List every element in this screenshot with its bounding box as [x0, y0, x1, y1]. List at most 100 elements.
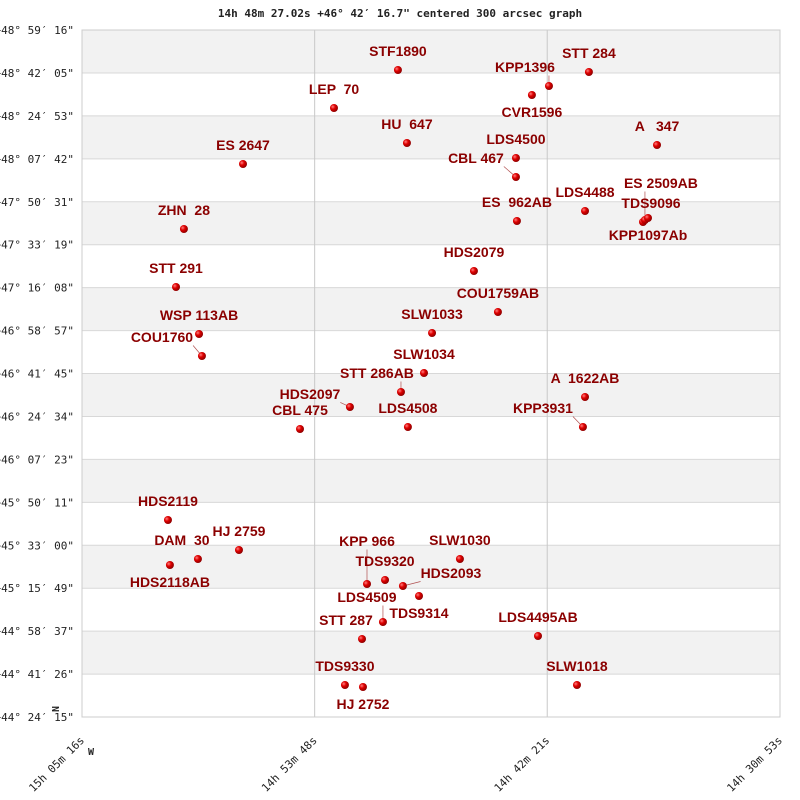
grid-band [82, 631, 780, 675]
grid-band [82, 201, 780, 245]
grid [81, 29, 781, 718]
star-marker [234, 545, 243, 554]
star-marker [572, 681, 581, 690]
star-label: ZHN 28 [158, 202, 210, 218]
star-label: A 347 [635, 118, 680, 134]
star-label: ES 2509AB [624, 175, 698, 191]
star-point: CBL 467 [448, 150, 520, 182]
star-marker [378, 618, 387, 627]
star-marker [578, 423, 587, 432]
y-axis-ticks: +48° 59′ 16" +48° 42′ 05" +48° 24′ 53" +48°… [0, 24, 74, 724]
star-marker [398, 581, 407, 590]
star-point: TDS9314 [389, 592, 449, 621]
star-label: CBL 467 [448, 150, 504, 166]
star-point: STF1890 [369, 43, 427, 75]
star-marker [329, 103, 338, 112]
star-point: SLW1033 [401, 306, 463, 337]
star-marker [512, 217, 521, 226]
star-marker [419, 369, 428, 378]
star-point: SLW1018 [546, 658, 608, 690]
y-tick-label: +45° 33′ 00" [0, 539, 74, 552]
star-label: HU 647 [381, 116, 433, 132]
y-tick-label: +47° 50′ 31" [0, 196, 74, 209]
star-marker [511, 173, 520, 182]
y-tick-label: +44° 58′ 37" [0, 625, 74, 638]
x-tick-label: 14h 30m 53s [724, 734, 785, 795]
y-tick-label: +47° 33′ 19" [0, 239, 74, 252]
star-point: ES 2647 [216, 137, 270, 168]
star-label: SLW1030 [429, 532, 491, 548]
star-marker [358, 683, 367, 692]
star-marker [415, 592, 424, 601]
star-point: KPP1396 [495, 59, 555, 90]
star-label: ES 962AB [482, 194, 552, 210]
y-tick-label: +47° 16′ 08" [0, 282, 74, 295]
star-point: KPP 966 [339, 533, 395, 589]
star-point: STT 287 [319, 612, 373, 643]
star-label: WSP 113AB [160, 307, 238, 323]
star-label: HDS2118AB [130, 574, 210, 590]
star-marker [469, 267, 478, 276]
star-marker [581, 392, 590, 401]
star-label: KPP 966 [339, 533, 395, 549]
star-label: ES 2647 [216, 137, 270, 153]
star-marker [179, 224, 188, 233]
star-marker [165, 561, 174, 570]
grid-band [82, 416, 780, 460]
star-marker [455, 555, 464, 564]
star-point: ES 962AB [482, 194, 552, 226]
star-label: LDS4488 [555, 184, 614, 200]
x-tick-label: 15h 05m 16s [26, 734, 87, 795]
star-point: COU1760 [131, 329, 206, 361]
star-point: CBL 475 [272, 402, 328, 433]
x-tick-label: 14h 53m 48s [259, 734, 320, 795]
y-tick-label: +48° 07′ 42" [0, 153, 74, 166]
grid-band [82, 287, 780, 331]
star-point: HDS2097 [280, 386, 354, 411]
y-tick-label: +46° 58′ 57" [0, 325, 74, 338]
star-point: KPP1097Ab [609, 213, 687, 243]
y-tick-label: +45° 15′ 49" [0, 582, 74, 595]
star-marker [238, 159, 247, 168]
star-label: KPP3931 [513, 400, 573, 416]
star-label: HDS2093 [421, 565, 482, 581]
star-label: SLW1033 [401, 306, 463, 322]
star-point: HJ 2759 [213, 523, 266, 554]
star-point: ZHN 28 [158, 202, 210, 233]
star-label: STT 287 [319, 612, 373, 628]
star-point: STT 286AB [340, 365, 414, 397]
star-label: CBL 475 [272, 402, 328, 418]
star-marker [393, 66, 402, 75]
star-label: TDS9320 [355, 553, 414, 569]
star-marker [643, 213, 652, 222]
star-label: TDS9096 [621, 195, 680, 211]
star-point: HDS2079 [444, 244, 505, 276]
chart-title: 14h 48m 27.02s +46° 42′ 16.7" centered 3… [218, 7, 582, 20]
star-marker [527, 91, 536, 100]
plot-border [81, 29, 781, 718]
y-tick-label: +44° 41′ 26" [0, 668, 74, 681]
star-point: COU1759AB [457, 285, 539, 316]
star-point: HU 647 [381, 116, 433, 147]
star-label: COU1760 [131, 329, 193, 345]
star-label: HDS2097 [280, 386, 341, 402]
grid-band [82, 158, 780, 202]
north-label: N [51, 706, 62, 712]
star-point: SLW1030 [429, 532, 491, 564]
star-label: HDS2079 [444, 244, 505, 260]
star-marker [197, 352, 206, 361]
star-point: LDS4488 [555, 184, 615, 215]
star-point: SLW1034 [393, 346, 455, 378]
star-point: WSP 113AB [160, 307, 238, 339]
star-point: LDS4508 [378, 400, 438, 432]
grid-band [82, 459, 780, 503]
stars: STF1890 STT 284 KPP1396 CVR1596 LEP 70 HU 647… [130, 43, 698, 712]
star-point: A 347 [635, 118, 680, 150]
star-marker [345, 402, 354, 411]
star-label: KPP1396 [495, 59, 555, 75]
star-label: STF1890 [369, 43, 427, 59]
x-tick-label: 14h 42m 21s [492, 734, 553, 795]
star-marker [653, 141, 662, 150]
star-marker [544, 81, 553, 90]
star-label: STT 286AB [340, 365, 414, 381]
